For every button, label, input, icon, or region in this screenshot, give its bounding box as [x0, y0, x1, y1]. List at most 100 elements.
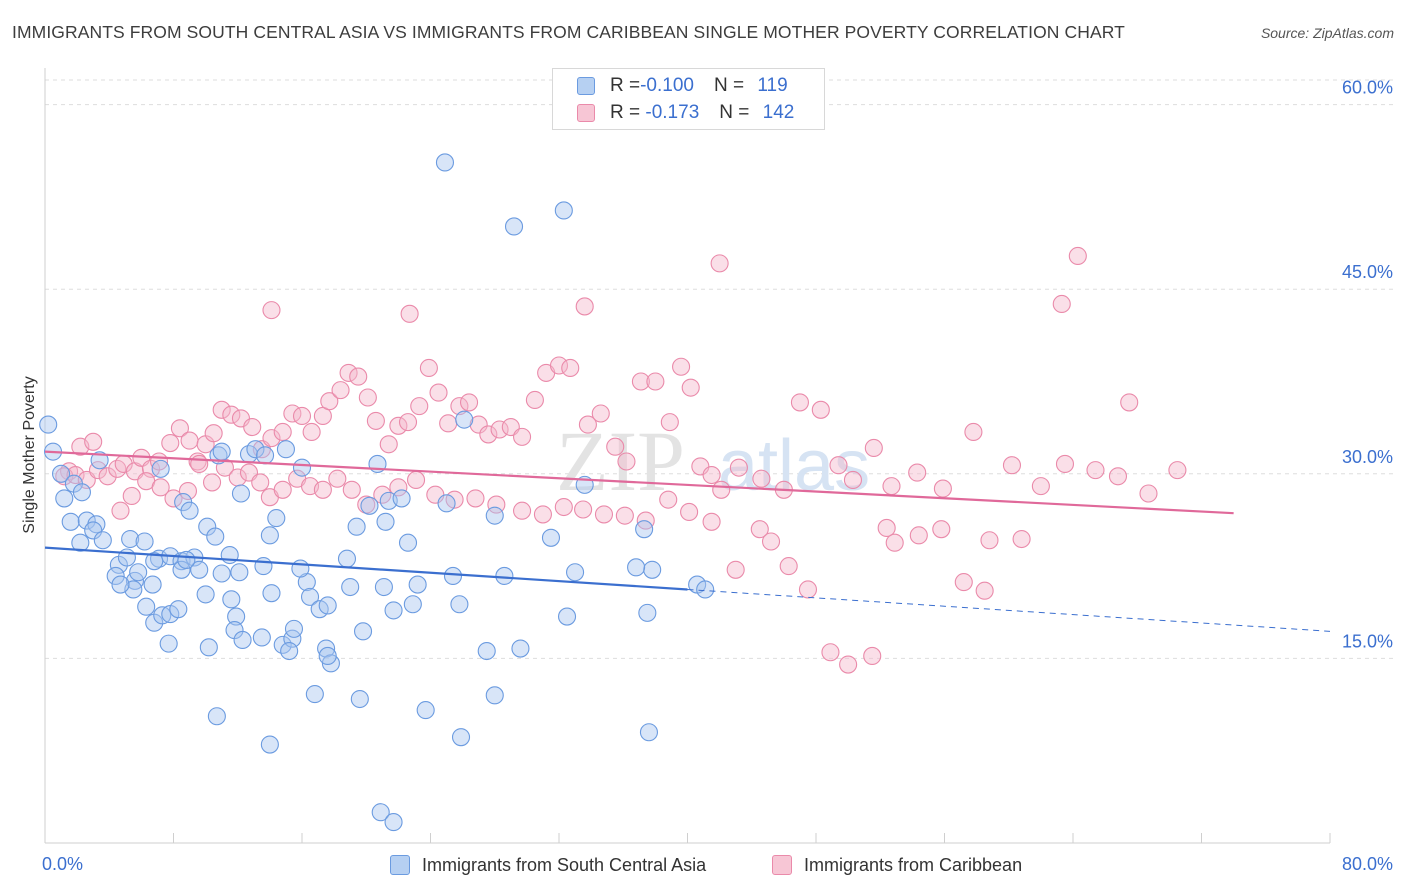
y-tick-label: 30.0% — [1342, 447, 1393, 467]
data-point — [908, 463, 927, 482]
data-point — [863, 646, 882, 665]
zipatlas-watermark: ZIP atlas — [556, 413, 870, 509]
data-point — [159, 634, 178, 653]
data-point — [246, 440, 265, 459]
data-point — [353, 622, 373, 641]
data-point — [406, 470, 426, 490]
data-point — [513, 501, 532, 520]
data-point — [839, 655, 858, 674]
data-point — [204, 424, 223, 443]
data-point — [429, 383, 448, 402]
legend-n-label: N = — [713, 75, 750, 96]
legend-n-value: 119 — [757, 75, 788, 96]
legend-r-value: -0.173 — [640, 102, 700, 123]
data-point — [267, 509, 286, 528]
data-point — [712, 480, 731, 499]
trend-line-blue — [44, 546, 688, 591]
data-point — [638, 603, 657, 622]
data-point — [477, 641, 496, 661]
data-point — [121, 529, 140, 549]
data-point — [172, 560, 191, 579]
data-point — [256, 446, 275, 465]
data-point — [61, 512, 80, 531]
data-point — [574, 500, 593, 519]
data-point — [262, 584, 281, 603]
data-point — [212, 564, 231, 583]
data-point — [93, 531, 112, 550]
trend-lines — [44, 450, 1331, 632]
data-point — [615, 506, 634, 525]
data-point — [554, 497, 573, 517]
data-point — [525, 390, 544, 410]
data-point — [575, 297, 594, 316]
data-point — [964, 422, 983, 442]
data-point — [379, 435, 398, 454]
legend-n-label: N = — [719, 102, 755, 123]
data-point — [398, 413, 418, 432]
data-point — [1139, 484, 1158, 503]
data-point — [561, 358, 580, 378]
data-point — [190, 560, 209, 579]
data-point — [933, 479, 952, 498]
data-point — [180, 431, 199, 450]
data-point — [811, 400, 830, 419]
data-point — [469, 415, 488, 434]
data-point — [273, 422, 292, 442]
data-point — [280, 641, 299, 661]
data-point — [554, 201, 573, 220]
data-point — [450, 397, 469, 416]
data-point — [435, 153, 455, 172]
correlation-legend: R = -0.100 N = 119 R = -0.173 N = 142 — [552, 68, 825, 130]
data-point — [513, 427, 532, 446]
data-point — [1108, 467, 1128, 486]
data-point — [710, 254, 729, 273]
data-point — [885, 533, 904, 552]
data-point — [408, 575, 427, 594]
data-point — [696, 580, 715, 599]
data-point — [262, 429, 281, 448]
data-point — [511, 639, 530, 658]
tick-labels: 15.0% 30.0% 45.0% 60.0% 0.0% 80.0% — [42, 78, 1393, 874]
data-point — [490, 420, 509, 439]
data-point — [177, 550, 196, 570]
legend-r-value: -0.100 — [640, 75, 694, 96]
legend-row-blue: R = -0.100 N = 119 — [577, 74, 788, 98]
data-point — [485, 686, 504, 705]
data-point — [305, 685, 324, 704]
data-point — [479, 425, 498, 444]
data-point — [350, 689, 369, 709]
data-point — [954, 573, 973, 592]
caribbean-points — [55, 246, 1187, 674]
data-point — [1031, 477, 1050, 496]
data-point — [761, 532, 781, 551]
data-point — [932, 520, 951, 539]
data-point — [729, 458, 748, 477]
data-point — [403, 595, 422, 614]
data-point — [557, 607, 577, 626]
data-point — [416, 701, 435, 720]
data-point — [1086, 461, 1105, 480]
data-point — [1168, 461, 1187, 480]
data-point — [233, 630, 252, 649]
data-point — [578, 415, 597, 434]
data-point — [328, 469, 347, 488]
data-point — [164, 489, 183, 508]
data-point — [273, 480, 292, 499]
data-point — [606, 437, 625, 456]
data-point — [276, 440, 295, 459]
data-point — [864, 438, 883, 458]
data-point — [659, 490, 678, 509]
data-point — [726, 560, 745, 579]
blue-swatch — [577, 77, 595, 95]
data-point — [384, 813, 403, 832]
data-point — [419, 358, 438, 378]
data-point — [170, 419, 189, 438]
data-point — [643, 560, 662, 579]
data-point — [829, 456, 848, 475]
data-point — [437, 494, 456, 513]
data-point — [341, 577, 360, 597]
data-point — [1055, 454, 1075, 474]
data-point — [360, 496, 379, 515]
data-point — [39, 415, 58, 434]
pink-legend-label: Immigrants from Caribbean — [804, 854, 1023, 875]
